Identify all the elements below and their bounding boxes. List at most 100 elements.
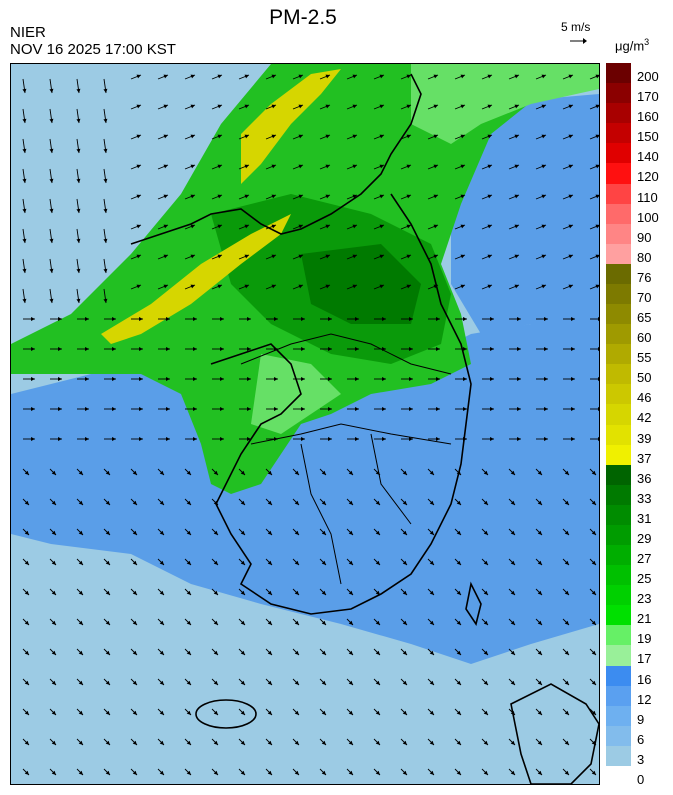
wind-arrow-head [105, 620, 110, 625]
yellow-pm-streak-north [241, 69, 341, 184]
wind-arrow-head [456, 500, 461, 505]
wind-arrow-head [213, 620, 218, 625]
wind-arrow-head [541, 224, 546, 229]
wind-arrow-head [85, 377, 89, 381]
wind-arrow-head [294, 470, 299, 475]
wind-arrow-head [190, 284, 195, 289]
wind-arrow-head [487, 194, 492, 199]
wind-arrow-head [217, 134, 222, 139]
wind-arrow-head [352, 254, 357, 259]
island-east [465, 581, 482, 626]
wind-arrow-head [456, 770, 461, 775]
colorbar-tick-label: 100 [637, 209, 659, 225]
wind-arrow-head [267, 770, 272, 775]
wind-arrow-head [247, 377, 251, 381]
wind-arrow-head [429, 710, 434, 715]
wind-arrow-head [409, 377, 413, 381]
wind-arrow-head [51, 530, 56, 535]
wind-arrow-head [22, 118, 27, 123]
wind-arrow-head [541, 164, 546, 169]
wind-arrow-head [429, 500, 434, 505]
colorbar-tick-label: 37 [637, 450, 652, 466]
wind-arrow-head [220, 317, 224, 321]
border-line-1 [240, 333, 452, 375]
wind-arrow-head [294, 560, 299, 565]
wind-arrow-head [490, 407, 494, 411]
wind-arrow-head [541, 134, 546, 139]
wind-arrow-head [213, 680, 218, 685]
wind-arrow-head [132, 590, 137, 595]
wind-arrow-head [598, 377, 599, 381]
wind-arrow-head [433, 194, 438, 199]
wind-arrow-head [267, 680, 272, 685]
wind-arrow-head [595, 194, 599, 199]
wind-arrow-head [537, 710, 542, 715]
wind-arrow-head [271, 104, 276, 109]
wind-arrow-head [510, 770, 515, 775]
wind-arrow-head [355, 437, 359, 441]
colorbar-cell [606, 344, 631, 365]
wind-arrow-head [24, 530, 29, 535]
wind-arrow-head [22, 88, 27, 93]
coastline-japan [510, 683, 599, 784]
wind-arrow-head [571, 407, 575, 411]
wind-arrow-head [402, 650, 407, 655]
wind-arrow-head [537, 620, 542, 625]
wind-arrow-head [244, 254, 249, 259]
wind-arrow-head [375, 770, 380, 775]
wind-arrow-head [105, 710, 110, 715]
wind-arrow-head [271, 254, 276, 259]
wind-arrow-head [103, 298, 108, 303]
colorbar-cell [606, 585, 631, 606]
wind-arrow-head [436, 437, 440, 441]
wind-arrow-head [213, 500, 218, 505]
wind-arrow-head [591, 710, 596, 715]
wind-arrow-head [321, 500, 326, 505]
wind-arrow-head [456, 560, 461, 565]
wind-arrow-head [352, 134, 357, 139]
wind-arrow-head [463, 407, 467, 411]
colorbar-cell [606, 705, 631, 727]
wind-arrow-head [406, 134, 411, 139]
wind-arrow-head [186, 530, 191, 535]
colorbar-cell [606, 745, 631, 767]
wind-arrow-head [348, 740, 353, 745]
wind-arrow-head [375, 620, 380, 625]
wind-arrow-head [240, 590, 245, 595]
wind-arrow-head [460, 134, 465, 139]
wind-arrow-head [244, 134, 249, 139]
wind-arrow-head [78, 470, 83, 475]
wind-arrow-head [244, 104, 249, 109]
wind-arrow-head [139, 437, 143, 441]
pm25-map[interactable] [10, 63, 600, 785]
wind-arrow-head [402, 620, 407, 625]
wind-arrow-head [105, 470, 110, 475]
wind-arrow-head [271, 74, 276, 79]
pm25-map-canvas[interactable] [11, 64, 599, 784]
wind-arrow-head [298, 284, 303, 289]
wind-arrow-head [186, 650, 191, 655]
wind-arrow-head [51, 650, 56, 655]
wind-arrow-head [166, 407, 170, 411]
wind-arrow-head [159, 740, 164, 745]
unit-text: μg/m [615, 38, 645, 54]
wind-arrow-head [355, 347, 359, 351]
colorbar-cell [606, 183, 631, 205]
wind-arrow-head [517, 377, 521, 381]
wind-arrow-head [51, 710, 56, 715]
wind-arrow-head [595, 134, 599, 139]
wind-arrow-head [294, 710, 299, 715]
wind-arrow-head [49, 118, 54, 123]
wind-arrow-head [406, 164, 411, 169]
wind-arrow-head [132, 770, 137, 775]
colorbar-cell [606, 324, 631, 345]
wind-arrow-head [483, 740, 488, 745]
wind-arrow-head [103, 88, 108, 93]
wind-arrow-head [271, 164, 276, 169]
wind-arrow-head [487, 284, 492, 289]
wind-arrow-head [163, 284, 168, 289]
wind-arrow-head [568, 284, 573, 289]
wind-arrow-head [402, 590, 407, 595]
colorbar-cell [606, 304, 631, 325]
wind-arrow-head [375, 590, 380, 595]
